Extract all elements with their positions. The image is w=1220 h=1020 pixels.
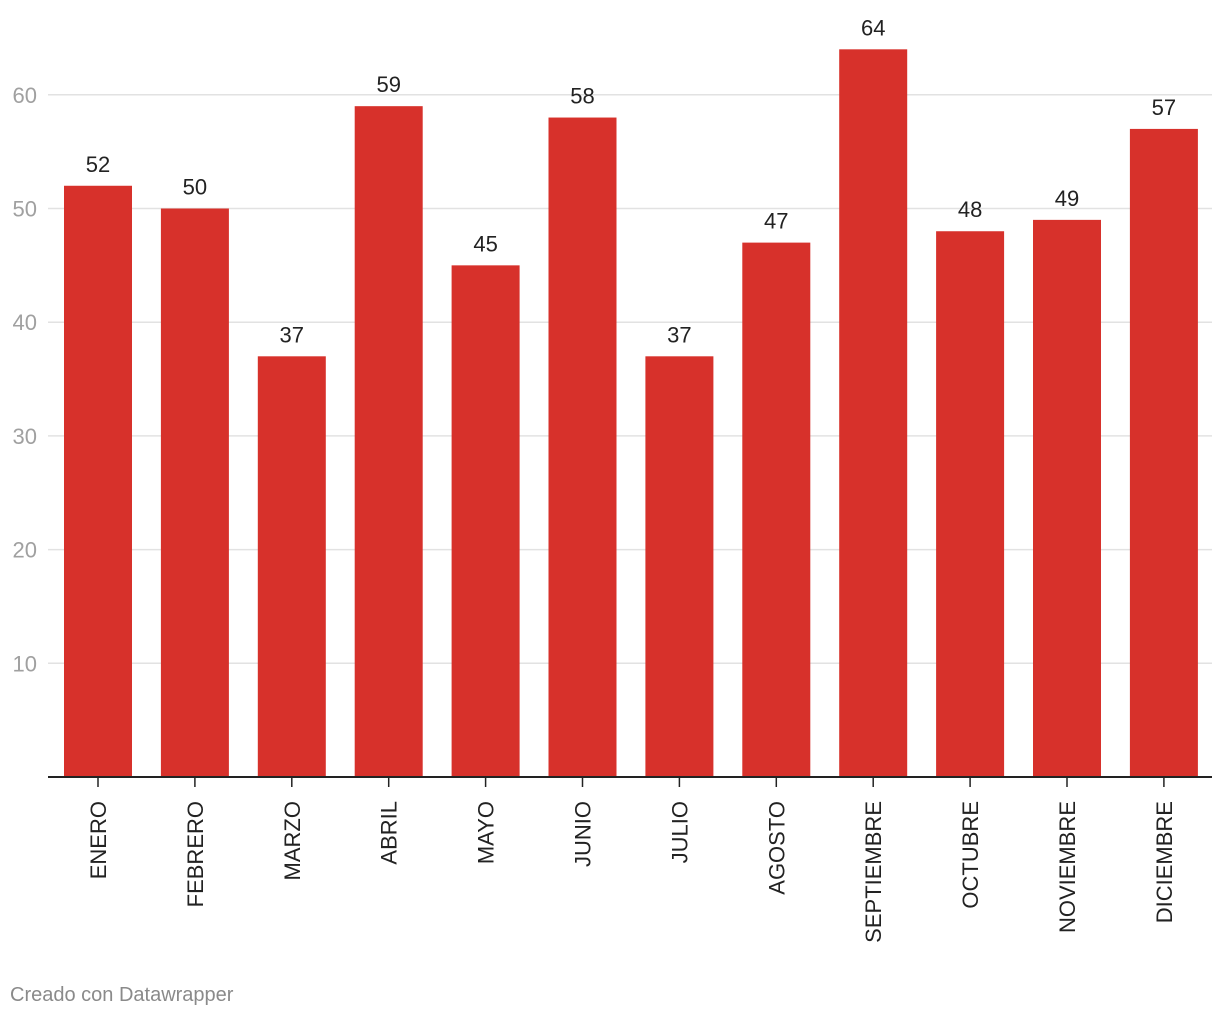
x-tick-label: ENERO <box>86 801 111 879</box>
x-tick-label: SEPTIEMBRE <box>861 801 886 943</box>
value-label: 49 <box>1055 186 1079 211</box>
bar <box>1033 219 1101 777</box>
bar <box>160 208 229 777</box>
y-tick-label: 20 <box>13 538 37 563</box>
bars <box>64 49 1198 778</box>
bar <box>1129 128 1198 777</box>
bar <box>645 356 714 777</box>
value-label: 52 <box>86 152 110 177</box>
value-labels: 52 50 37 59 45 58 37 47 64 48 49 57 <box>86 15 1176 347</box>
bar <box>64 185 132 777</box>
bar <box>548 117 617 778</box>
x-tick-label: JUNIO <box>571 801 596 867</box>
value-label: 45 <box>473 231 497 256</box>
bar <box>839 49 908 777</box>
x-tick-label: NOVIEMBRE <box>1055 801 1080 933</box>
gridlines <box>48 94 1212 665</box>
value-label: 58 <box>570 84 594 109</box>
x-tick-label: OCTUBRE <box>958 801 983 909</box>
value-label: 48 <box>958 197 982 222</box>
credit-text: Creado con Datawrapper <box>10 984 234 1006</box>
value-label: 37 <box>667 322 691 347</box>
x-tick-label: JULIO <box>667 801 692 863</box>
x-tick-label: FEBRERO <box>183 801 208 907</box>
bar <box>451 265 520 777</box>
value-label: 57 <box>1152 95 1176 120</box>
value-label: 37 <box>280 322 304 347</box>
x-tick-label: MAYO <box>474 801 499 864</box>
y-tick-label: 50 <box>13 197 37 222</box>
bar <box>936 231 1005 778</box>
y-tick-label: 30 <box>13 424 37 449</box>
bar-chart: 10 20 30 40 50 60 52 50 37 59 45 58 37 47 64 48 49 57 EN… <box>13 15 1212 943</box>
x-axis-ticks <box>97 777 1165 787</box>
y-tick-label: 40 <box>13 310 37 335</box>
y-tick-label: 60 <box>13 83 37 108</box>
bar <box>742 242 811 778</box>
x-tick-label: ABRIL <box>377 801 402 865</box>
bar <box>257 356 326 777</box>
value-label: 50 <box>183 175 207 200</box>
x-tick-label: MARZO <box>280 801 305 880</box>
value-label: 64 <box>861 15 885 40</box>
x-tick-label: AGOSTO <box>764 801 789 895</box>
value-label: 59 <box>376 72 400 97</box>
y-axis-ticks: 10 20 30 40 50 60 <box>13 83 37 676</box>
y-tick-label: 10 <box>13 651 37 676</box>
bar <box>354 106 423 778</box>
x-tick-label: DICIEMBRE <box>1152 801 1177 923</box>
x-axis-labels: ENERO FEBRERO MARZO ABRIL MAYO JUNIO JULIO AGOS… <box>86 801 1177 943</box>
value-label: 47 <box>764 209 788 234</box>
